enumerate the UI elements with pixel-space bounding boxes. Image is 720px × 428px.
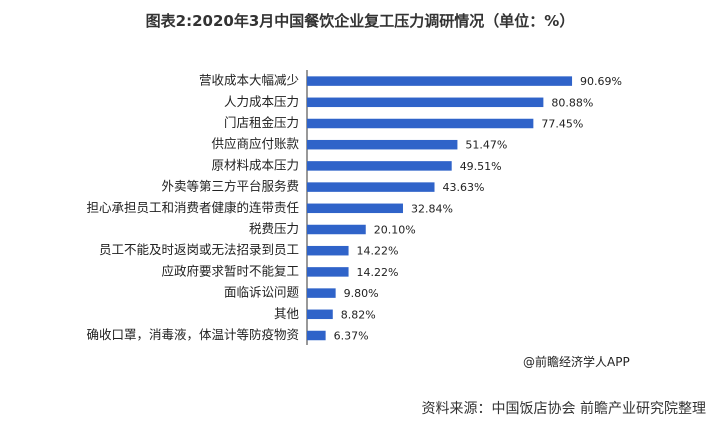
category-label: 应政府要求暂时不能复工 <box>161 263 299 278</box>
value-label: 43.63% <box>443 181 485 194</box>
bar <box>307 224 366 235</box>
category-label: 原材料成本压力 <box>211 157 299 172</box>
category-label: 员工不能及时返岗或无法招录到员工 <box>99 242 299 257</box>
category-label: 门店租金压力 <box>224 115 299 130</box>
category-label: 税费压力 <box>249 221 299 236</box>
bar <box>307 76 573 86</box>
value-label: 90.69% <box>580 75 622 88</box>
value-label: 80.88% <box>551 96 593 109</box>
category-label: 人力成本压力 <box>224 94 299 109</box>
chart-title: 图表2:2020年3月中国餐饮企业复工压力调研情况（单位：%） <box>145 12 575 30</box>
value-label: 20.10% <box>374 224 416 237</box>
value-label: 9.80% <box>344 287 379 300</box>
value-label: 49.51% <box>460 160 502 173</box>
source-text: 资料来源：中国饭店协会 前瞻产业研究院整理 <box>421 401 706 417</box>
value-label: 32.84% <box>411 202 453 215</box>
bar <box>307 267 349 277</box>
bar <box>307 182 435 192</box>
bar <box>307 161 452 171</box>
bar <box>307 288 336 298</box>
bar <box>307 309 333 320</box>
category-label: 确收口罩，消毒液，体温计等防疫物资 <box>86 327 299 342</box>
value-label: 6.37% <box>334 330 369 343</box>
value-label: 14.22% <box>357 245 399 258</box>
category-label: 供应商应付账款 <box>211 136 299 151</box>
value-label: 51.47% <box>465 139 507 152</box>
bar <box>307 139 458 150</box>
bar <box>307 330 326 341</box>
bar <box>307 203 403 214</box>
category-label: 其他 <box>274 306 300 321</box>
bar <box>307 245 349 256</box>
category-label: 面临诉讼问题 <box>224 285 300 300</box>
bar <box>307 97 544 108</box>
value-label: 77.45% <box>541 118 583 131</box>
category-label: 外卖等第三方平台服务费 <box>161 179 299 194</box>
bar <box>307 118 534 129</box>
category-label: 营收成本大幅减少 <box>199 73 299 88</box>
credit-text: @前瞻经济学人APP <box>523 355 630 369</box>
category-label: 担心承担员工和消费者健康的连带责任 <box>86 200 299 215</box>
value-label: 8.82% <box>341 308 376 321</box>
value-label: 14.22% <box>357 266 399 279</box>
